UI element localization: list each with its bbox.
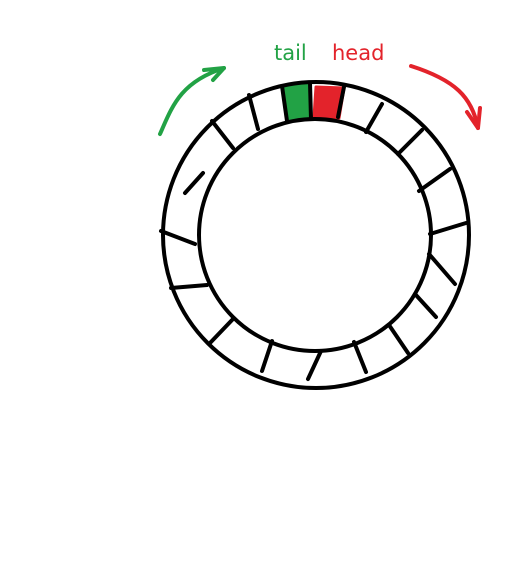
slot-divider [210, 119, 235, 150]
tail-arrow [158, 66, 226, 136]
tail-arrow-head [202, 66, 226, 82]
slot-divider [413, 292, 438, 319]
slot-divider [247, 93, 260, 131]
slot-divider [427, 252, 457, 286]
slot-divider [336, 85, 346, 119]
slot-divider [183, 171, 205, 195]
head-arrow-head [465, 106, 482, 130]
slot-divider [364, 102, 384, 134]
slot-divider [396, 128, 424, 156]
slot-dividers [159, 81, 468, 381]
head-arrow-shaft [409, 64, 480, 130]
slot-divider [208, 317, 235, 345]
slot-divider [306, 349, 323, 381]
head-label: head [332, 41, 384, 65]
slot-divider [308, 81, 313, 121]
slot-divider [280, 84, 289, 123]
slot-divider [387, 323, 410, 355]
slot-divider [428, 221, 468, 236]
slot-divider [159, 229, 197, 246]
head-arrow [409, 64, 482, 130]
slot-divider [417, 167, 452, 193]
tail-arrow-shaft [158, 66, 226, 136]
slot-divider [352, 340, 368, 374]
slot-divider [260, 339, 274, 373]
slot-divider [169, 283, 209, 290]
tail-label: tail [274, 41, 307, 65]
outer-ring [161, 80, 471, 390]
